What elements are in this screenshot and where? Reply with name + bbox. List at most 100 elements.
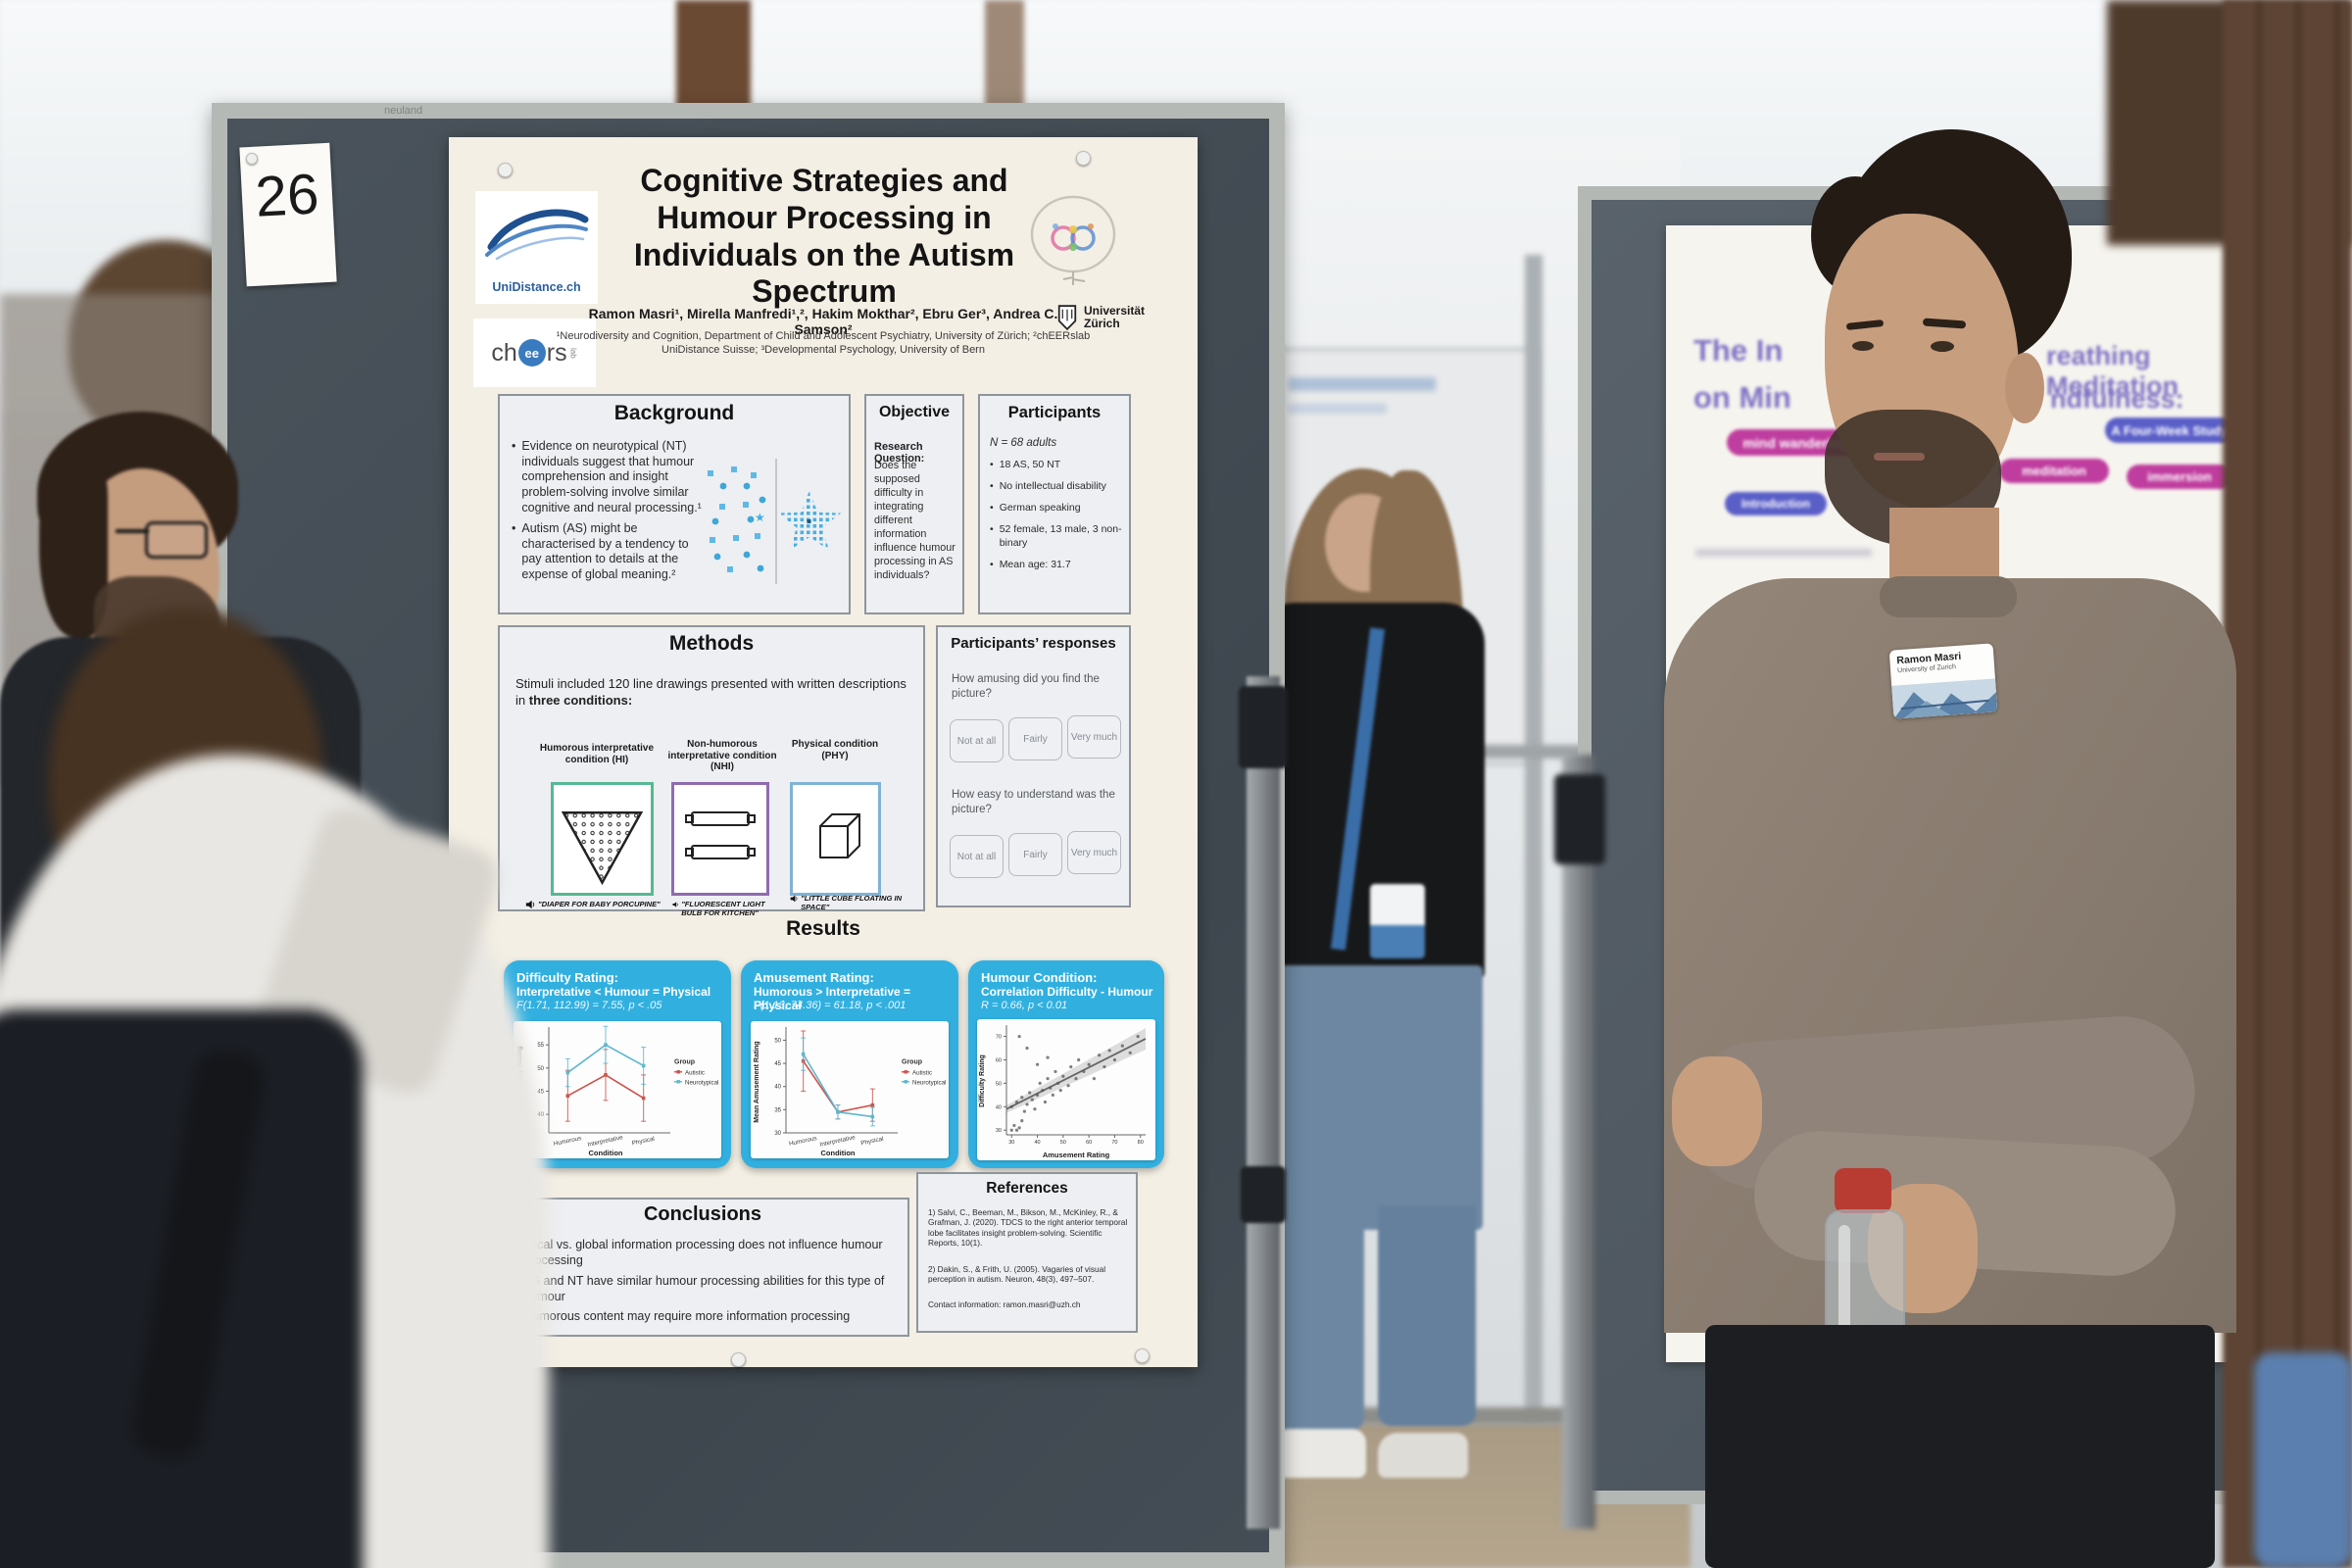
participants-section: Participants N = 68 adults • 18 AS, 50 NT… [978,394,1131,614]
cheers-logo-suffix: lab [568,347,578,359]
corner-object-blue [2254,1352,2352,1568]
right-poster-title-frag: on Min [1693,380,1791,415]
reference-item: 2) Dakin, S., & Frith, U. (2005). Vagari… [928,1264,1106,1285]
bullet-dot: • [990,523,994,536]
cheers-logo-text: ch [491,338,517,367]
frame-brand-label: neuland [384,105,423,117]
svg-text:50: 50 [537,1066,544,1072]
results-panel-correlation: Humour Condition: Correlation Difficulty… [968,960,1164,1168]
poster-title: Cognitive Strategies and Humour Processi… [633,163,1015,310]
woman-id-badge [1370,884,1425,958]
uzh-crest-icon [1057,305,1077,330]
cheers-smiley-icon: ee [517,339,546,367]
conclusions-section: Conclusions •Local vs. global informatio… [496,1198,909,1337]
poster-affiliations: ¹Neurodiversity and Cognition, Departmen… [529,329,1117,358]
poster-authors: Ramon Masri¹, Mirella Manfredi¹,², Hakim… [588,306,1058,337]
response-option: Not at all [950,719,1004,762]
attendee-woman [1254,461,1548,1529]
participants-bullet: No intellectual disability [999,480,1106,493]
woman-jeans [1262,965,1483,1230]
woman-id-badge-graphic [1370,925,1425,958]
objective-heading: Objective [878,404,951,420]
glasses-icon [145,521,208,559]
panel-title: Amusement Rating: [754,970,874,985]
responses-heading: Participants’ responses [951,635,1116,652]
background-heading: Background [613,402,735,424]
background-bullet: Autism (AS) might be characterised by a … [521,521,689,581]
presenter-eye-left [1852,341,1874,351]
svg-text:Difficulty Rating: Difficulty Rating [979,1054,986,1107]
affiliation-line: UniDistance Suisse; ³Developmental Psych… [662,344,985,357]
panel-stat: F(1.71, 112.99) = 7.55, p < .05 [516,1000,662,1011]
responses-question-1: How amusing did you find the picture? [952,673,1100,700]
svg-text:55: 55 [537,1043,544,1049]
svg-text:60: 60 [996,1057,1002,1063]
panel-title: Correlation Difficulty - Humour [981,985,1153,999]
woman-sneaker-right [1378,1433,1468,1478]
foreground-person [0,588,598,1568]
stimulus-box-phy [790,782,881,896]
uzh-logo: Universität Zürich [1056,292,1164,343]
contact-info: Contact information: ramon.masri@uzh.ch [928,1299,1081,1309]
svg-text:60: 60 [1086,1140,1092,1146]
presenter-hand-left [1672,1056,1762,1166]
svg-text:80: 80 [1138,1140,1144,1146]
presenter-pants [1705,1325,2215,1568]
caption-text: "LITTLE CUBE FLOATING IN SPACE" [801,894,903,912]
study-badge-pill: A Four-Week Study [2105,417,2234,443]
presenter-name-badge: Ramon Masri University of Zurich [1888,643,1998,719]
participants-bullet: Mean age: 31.7 [999,558,1071,570]
bullet-dot: • [512,439,516,453]
distant-poster-text [1289,377,1436,391]
unidistance-logo-text: UniDistance.ch [492,280,581,294]
conclusions-heading: Conclusions [643,1203,761,1225]
svg-text:Physical: Physical [860,1136,884,1148]
panel-stat: R = 0.66, p < 0.01 [981,1000,1068,1011]
svg-text:Neurotypical: Neurotypical [685,1079,718,1086]
presenter-collar [1880,576,2017,617]
background-section: Background • Evidence on neurotypical (NT… [498,394,851,614]
svg-text:Condition: Condition [821,1149,856,1157]
push-pin [731,1352,746,1367]
speaker-icon [525,900,535,909]
cube-drawing [819,813,860,858]
svg-text:Physical: Physical [631,1136,655,1148]
objective-section: Objective Research Question: Does the su… [864,394,964,614]
svg-text:45: 45 [537,1089,544,1095]
stimulus-box-nhi [671,782,769,896]
references-heading: References [986,1180,1068,1197]
tubes-drawing [685,811,756,859]
background-bullets: • Evidence on neurotypical (NT) individua… [512,439,704,589]
svg-text:30: 30 [996,1128,1002,1134]
conclusions-bullets: •Local vs. global information processing… [514,1237,900,1330]
push-pin [498,163,513,177]
presenter-person: Ramon Masri University of Zurich [1646,118,2254,1568]
right-poster-title-frag: reathing Meditation [2046,341,2179,401]
board-right-clamp [1554,774,1605,864]
local-global-graphic: ★ [708,459,842,584]
right-poster-title-frag: ndfulness: [2050,384,2184,414]
glasses-temple [116,529,149,533]
svg-text:70: 70 [996,1035,1002,1041]
svg-text:50: 50 [996,1081,1002,1087]
condition-label-nhi: Non-humorous interpretative condition (N… [667,739,777,772]
distant-poster-text-2 [1289,404,1387,414]
water-bottle-cap [1835,1168,1891,1213]
results-panel-amusement: Amusement Rating: Humorous > Interpretat… [741,960,958,1168]
svg-text:30: 30 [774,1131,781,1137]
panel-title: Interpretative < Humour = Physical [516,985,711,999]
poster-main: UniDistance.ch ch ee rs lab Universität [449,137,1198,1367]
badge-mountain-graphic [1891,678,1998,719]
participants-n: N = 68 adults [990,437,1057,449]
responses-section: Participants’ responses How amusing did … [936,625,1131,907]
panel-title: Humour Condition: [981,970,1098,985]
response-option: Not at all [950,835,1004,878]
methods-section: Methods Stimuli included 120 line drawin… [498,625,925,917]
response-option: Fairly [1008,833,1062,876]
panel-stat: F(1.13, 74.36) = 61.18, p < .001 [754,1000,906,1011]
svg-text:50: 50 [774,1038,781,1044]
response-option: Fairly [1008,717,1062,760]
methods-intro: Stimuli included 120 line drawings prese… [515,676,911,710]
svg-text:Condition: Condition [589,1149,623,1157]
svg-text:Humorous: Humorous [788,1135,817,1148]
